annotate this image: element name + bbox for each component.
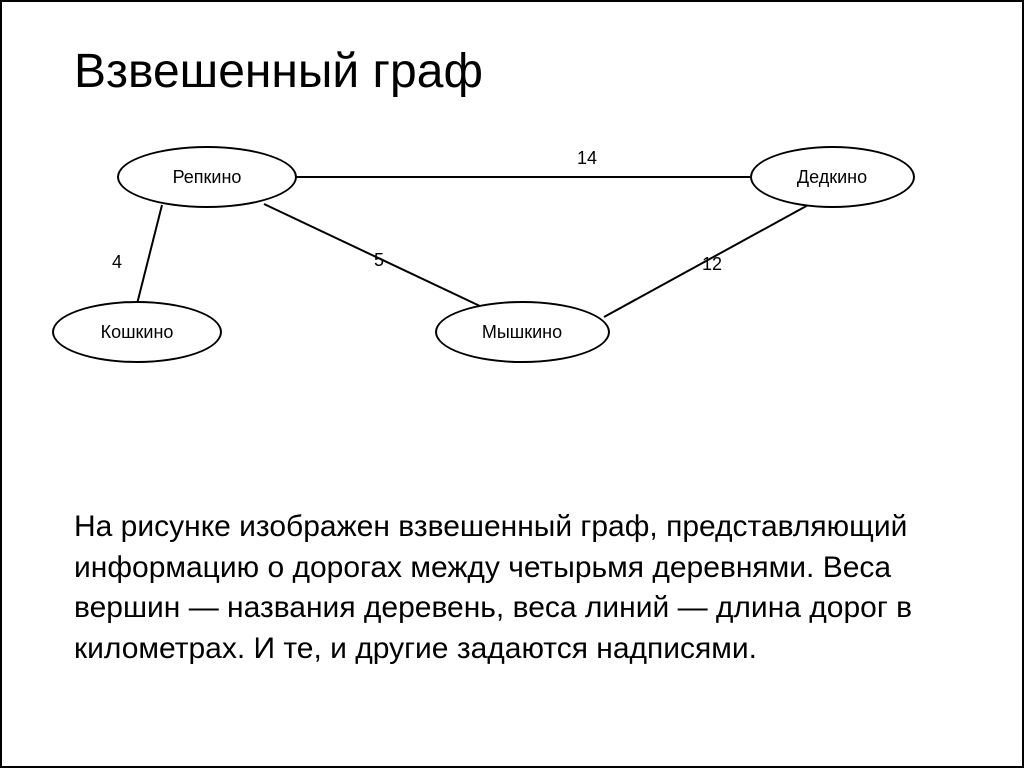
edge-line — [264, 204, 482, 307]
edge-weight-label: 14 — [577, 148, 597, 169]
node-myshkino: Мышкино — [435, 301, 610, 363]
node-label: Кошкино — [101, 322, 174, 343]
edge-weight-label: 12 — [702, 254, 722, 275]
node-dedkino: Дедкино — [750, 146, 915, 208]
node-repkino: Репкино — [117, 146, 297, 208]
page-title: Взвешенный граф — [74, 44, 483, 99]
graph-description: На рисунке изображен взвешенный граф, пр… — [74, 507, 924, 669]
weighted-graph: Репкино Дедкино Кошкино Мышкино 14 4 5 1… — [2, 132, 1024, 412]
edge-line — [137, 205, 162, 304]
node-label: Мышкино — [482, 322, 562, 343]
node-label: Дедкино — [797, 167, 867, 188]
edge-weight-label: 4 — [112, 252, 122, 273]
node-label: Репкино — [173, 167, 242, 188]
node-koshkino: Кошкино — [52, 301, 222, 363]
edge-weight-label: 5 — [374, 250, 384, 271]
